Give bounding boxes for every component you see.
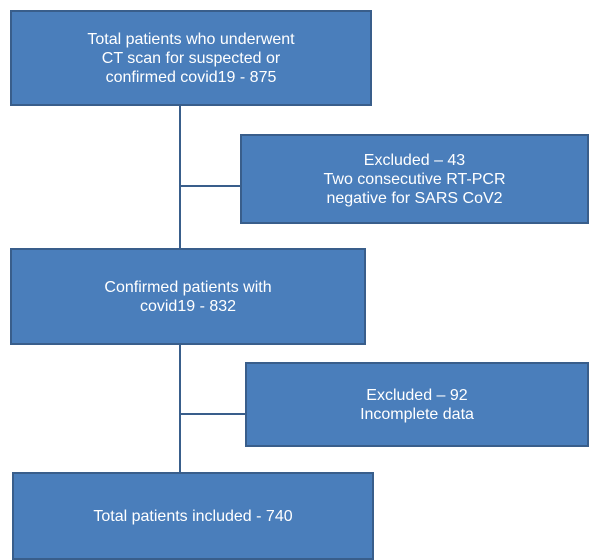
box-line: Two consecutive RT-PCR (323, 170, 506, 188)
connector-to-excluded-rtpcr (179, 185, 241, 187)
box-line: Confirmed patients with (104, 278, 272, 296)
box-line: Excluded – 92 (366, 386, 468, 404)
box-line: covid19 - 832 (139, 297, 237, 315)
box-line: confirmed covid19 - 875 (105, 68, 277, 86)
box-excluded-rtpcr: Excluded – 43 Two consecutive RT-PCR neg… (240, 134, 589, 224)
box-line: Total patients who underwent (87, 30, 295, 48)
box-line: Total patients included - 740 (93, 507, 293, 525)
box-line: CT scan for suspected or (101, 49, 281, 67)
box-confirmed-patients: Confirmed patients with covid19 - 832 (10, 248, 366, 345)
connector-to-excluded-incomplete (179, 413, 247, 415)
connector-confirmed-to-included (179, 345, 181, 473)
box-excluded-incomplete: Excluded – 92 Incomplete data (245, 362, 589, 447)
connector-total-to-confirmed (179, 106, 181, 249)
box-total-included: Total patients included - 740 (12, 472, 374, 560)
box-total-ct-patients: Total patients who underwent CT scan for… (10, 10, 372, 106)
box-line: Incomplete data (360, 405, 474, 423)
box-line: negative for SARS CoV2 (326, 189, 503, 207)
box-line: Excluded – 43 (363, 151, 466, 169)
